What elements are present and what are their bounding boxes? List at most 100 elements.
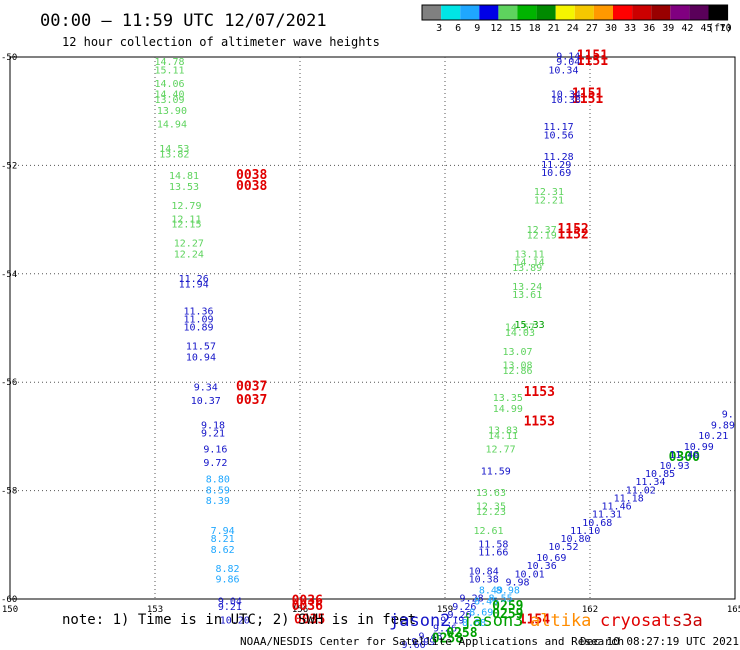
colorbar-label: 15 xyxy=(509,23,521,34)
colorbar-label: 18 xyxy=(529,23,541,34)
grid-lines xyxy=(10,57,735,599)
data-point-label: 14.06 xyxy=(154,79,184,90)
data-point-label: 8.82 xyxy=(215,564,239,575)
data-point-label: 13.09 xyxy=(154,95,184,106)
data-point-label: 13.90 xyxy=(157,106,187,117)
y-tick-label: -60 xyxy=(1,595,17,605)
legend-s3a: s3a xyxy=(672,611,703,631)
data-point-label: 9.14 xyxy=(556,52,580,63)
data-point-label: 10.56 xyxy=(544,130,574,141)
legend-cryosat: cryosat xyxy=(600,611,672,631)
chart-subtitle: 12 hour collection of altimeter wave hei… xyxy=(62,35,380,49)
data-point-label: 8.98 xyxy=(496,586,520,597)
data-point-label: 0038 xyxy=(236,179,267,194)
data-point-label: 9.60 xyxy=(402,640,426,650)
data-point-label: 14.11 xyxy=(488,431,518,442)
data-point-label: 12.37 xyxy=(527,225,557,236)
data-point-label: 11.36 xyxy=(183,306,213,317)
data-point-label: 9.21 xyxy=(218,602,242,613)
footer-note: note: 1) Time is in UTC; 2) SWH is in fe… xyxy=(62,612,416,628)
data-point-label: 1151 xyxy=(572,92,603,107)
data-point-label: 14.94 xyxy=(157,119,187,130)
data-point-label: 9.86 xyxy=(215,575,239,586)
legend-jason3: jason3 xyxy=(462,611,523,631)
data-point-label: 10.93 xyxy=(660,461,690,472)
data-point-label: 11.09 xyxy=(183,315,213,326)
data-point-label: 10.52 xyxy=(548,542,578,553)
data-point-label: 0036 xyxy=(292,593,323,608)
data-point-label: 9.34 xyxy=(194,382,218,393)
data-point-label: 14.53 xyxy=(159,144,189,155)
data-point-label: 11.02 xyxy=(626,485,656,496)
colorbar-label: 70 xyxy=(720,23,732,34)
data-point-label: 11.46 xyxy=(669,450,699,461)
data-point-label: 10.21 xyxy=(698,431,728,442)
colorbar-label: 33 xyxy=(624,23,636,34)
data-point-label: 12.27 xyxy=(174,239,204,250)
footer-credit: NOAA/NESDIS Center for Satellite Applica… xyxy=(240,635,624,648)
data-point-label: 14.81 xyxy=(169,171,199,182)
data-point-label: 12.77 xyxy=(486,445,516,456)
colorbar-swatch xyxy=(441,5,461,20)
colorbar-label: 27 xyxy=(586,23,598,34)
data-point-label: 10.38 xyxy=(469,575,499,586)
footer-timestamp: Dec 10 08:27:19 UTC 2021 xyxy=(580,635,739,648)
data-point-label: 9.26 xyxy=(447,610,471,621)
data-point-label: 0037 xyxy=(236,379,267,394)
data-point-label: 11.28 xyxy=(544,152,574,163)
data-point-label: 10.20 xyxy=(220,615,250,626)
data-point-label: 8.62 xyxy=(211,545,235,556)
colorbar-label: 6 xyxy=(455,23,461,34)
colorbar-swatch xyxy=(613,5,633,20)
colorbar-swatch xyxy=(517,5,537,20)
data-point-label: 11.66 xyxy=(478,548,508,559)
data-point-label: 1153 xyxy=(524,415,555,430)
data-point-label: 11.17 xyxy=(544,122,574,133)
data-point-label: 10.69 xyxy=(541,168,571,179)
data-point-label: 11.26 xyxy=(179,274,209,285)
data-point-label: 0258 xyxy=(432,631,463,646)
colorbar-legend: 3 6 9 12 15 18 21 24 27 30 33 36 39 42 45 70 xyxy=(421,4,732,34)
colorbar-label: 3 xyxy=(436,23,442,34)
data-point-label: 9.19 xyxy=(440,615,464,626)
colorbar-label: 39 xyxy=(662,23,674,34)
data-point-label: 13.89 xyxy=(512,263,542,274)
legend-jason2: jason2 xyxy=(389,611,450,631)
colorbar-swatch xyxy=(536,5,556,20)
data-point-label: 11.57 xyxy=(186,342,216,353)
data-point-label: 10.84 xyxy=(469,567,499,578)
data-point-label: 11.46 xyxy=(602,502,632,513)
colorbar-label: 30 xyxy=(605,23,617,34)
y-tick-label: -56 xyxy=(1,378,17,388)
data-point-label: 11.29 xyxy=(541,160,571,171)
data-point-label: 13.07 xyxy=(502,347,532,358)
data-point-label: 10.85 xyxy=(645,469,675,480)
data-point-label: 8.69 xyxy=(469,607,493,618)
data-point-label: 8.45 xyxy=(474,596,498,607)
data-point-label: 12.15 xyxy=(171,220,201,231)
data-point-label: 8.39 xyxy=(206,496,230,507)
data-point-label: 9.04 xyxy=(218,596,242,607)
data-point-label: 9.99 xyxy=(411,637,435,648)
data-point-label: 0038 xyxy=(236,168,267,183)
data-point-label: 10.68 xyxy=(582,518,612,529)
colorbar-swatch xyxy=(555,5,575,20)
data-point-label: 13.11 xyxy=(515,250,545,261)
legend-altika: altika xyxy=(530,611,591,631)
data-point-label: 10.94 xyxy=(186,353,216,364)
y-tick-label: -58 xyxy=(1,487,17,497)
data-point-label: 14.14 xyxy=(515,258,545,269)
data-point-label: 8.80 xyxy=(206,474,230,485)
data-point-label: 10.34 xyxy=(548,65,578,76)
data-point-label: 13.61 xyxy=(512,290,542,301)
data-point-label: 8.21 xyxy=(211,534,235,545)
data-point-label: 13.63 xyxy=(476,488,506,499)
data-point-label: 12.35 xyxy=(476,502,506,513)
colorbar-label: 42 xyxy=(681,23,693,34)
data-point-label: 12.11 xyxy=(171,214,201,225)
data-point-label: 1152 xyxy=(557,222,588,237)
data-point-label: 10.01 xyxy=(515,569,545,580)
data-point-label: 8.59 xyxy=(206,485,230,496)
